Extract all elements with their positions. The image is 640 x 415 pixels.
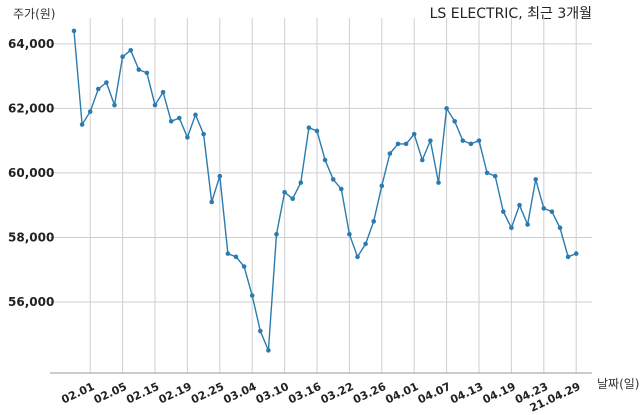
data-point (330, 177, 336, 182)
data-point (290, 196, 296, 202)
data-point (120, 54, 125, 60)
data-point (258, 328, 263, 334)
data-point (387, 151, 393, 156)
data-point (347, 231, 352, 237)
y-tick-label: 64,000 (8, 37, 54, 51)
data-point (565, 254, 571, 260)
x-tick-label: 02.25 (189, 380, 226, 406)
data-point (371, 219, 377, 224)
data-point (420, 157, 425, 163)
y-tick-label: 60,000 (8, 166, 54, 180)
x-tick-label: 02.01 (59, 380, 96, 406)
data-point (541, 206, 547, 211)
y-tick-label: 62,000 (8, 101, 54, 115)
data-point (201, 131, 206, 137)
x-tick-label: 03.22 (319, 380, 356, 406)
data-point (168, 118, 174, 124)
data-point (266, 348, 271, 353)
x-tick-label: 04.01 (383, 380, 420, 406)
data-point (306, 125, 312, 131)
data-point (152, 102, 158, 108)
x-tick-label: 02.05 (92, 380, 129, 406)
data-point (379, 183, 385, 189)
data-point (128, 47, 133, 53)
x-tick-label: 03.10 (254, 380, 291, 407)
data-point (282, 189, 287, 195)
data-point (501, 209, 506, 214)
data-point (460, 138, 466, 143)
data-point (403, 141, 409, 147)
data-point (468, 141, 474, 147)
data-point (444, 106, 449, 111)
data-point (355, 254, 360, 260)
y-axis-label: 주가(원) (13, 7, 55, 21)
x-tick-label: 03.16 (286, 380, 323, 407)
data-point (533, 177, 538, 182)
data-point (549, 209, 555, 214)
data-point (177, 115, 182, 121)
series-group (71, 28, 579, 353)
data-point (339, 186, 344, 192)
data-point (87, 109, 93, 114)
y-tick-label: 58,000 (8, 230, 54, 244)
chart-title: LS ELECTRIC, 최근 3개월 (430, 6, 592, 22)
y-axis-ticks: 56,000 58,000 60,000 62,000 64,000 (8, 37, 54, 309)
x-axis-ticks: 02.0102.0502.1502.1902.2503.0403.1003.16… (59, 380, 582, 415)
data-point (136, 67, 142, 72)
data-point (96, 86, 101, 92)
x-axis-label: 날짜(일) (597, 377, 639, 391)
data-point (185, 135, 190, 140)
data-point (144, 70, 150, 76)
data-point (322, 157, 328, 163)
x-tick-label: 04.07 (416, 380, 453, 406)
data-point (573, 251, 579, 256)
data-point (274, 231, 279, 237)
grid (50, 18, 592, 373)
data-point (193, 112, 198, 118)
data-point (428, 138, 433, 143)
data-point (363, 241, 368, 247)
data-point (476, 138, 482, 143)
data-point (241, 264, 247, 269)
data-point (233, 254, 239, 260)
x-tick-label: 03.04 (221, 380, 258, 407)
x-tick-label: 04.19 (481, 380, 518, 406)
data-point (71, 28, 77, 34)
data-point (225, 251, 231, 256)
x-tick-label: 03.26 (351, 380, 388, 407)
data-point (509, 225, 514, 231)
x-tick-label: 04.13 (448, 380, 485, 406)
data-point (525, 222, 530, 227)
data-point (249, 293, 255, 298)
data-point (436, 180, 441, 185)
y-tick-label: 56,000 (8, 295, 54, 309)
data-point (452, 118, 458, 124)
x-tick-label: 02.19 (157, 380, 194, 406)
data-point (209, 199, 214, 205)
data-point (112, 102, 117, 108)
data-point (484, 170, 490, 176)
data-point (298, 180, 304, 185)
data-point (79, 122, 85, 127)
data-point (217, 173, 223, 179)
data-point (517, 202, 522, 208)
data-point (314, 128, 320, 134)
data-point (160, 89, 166, 95)
x-tick-label: 02.15 (124, 380, 161, 406)
data-point (557, 225, 563, 231)
data-point (492, 173, 498, 179)
data-point (395, 141, 401, 147)
data-point (411, 131, 417, 137)
data-point (104, 80, 109, 85)
